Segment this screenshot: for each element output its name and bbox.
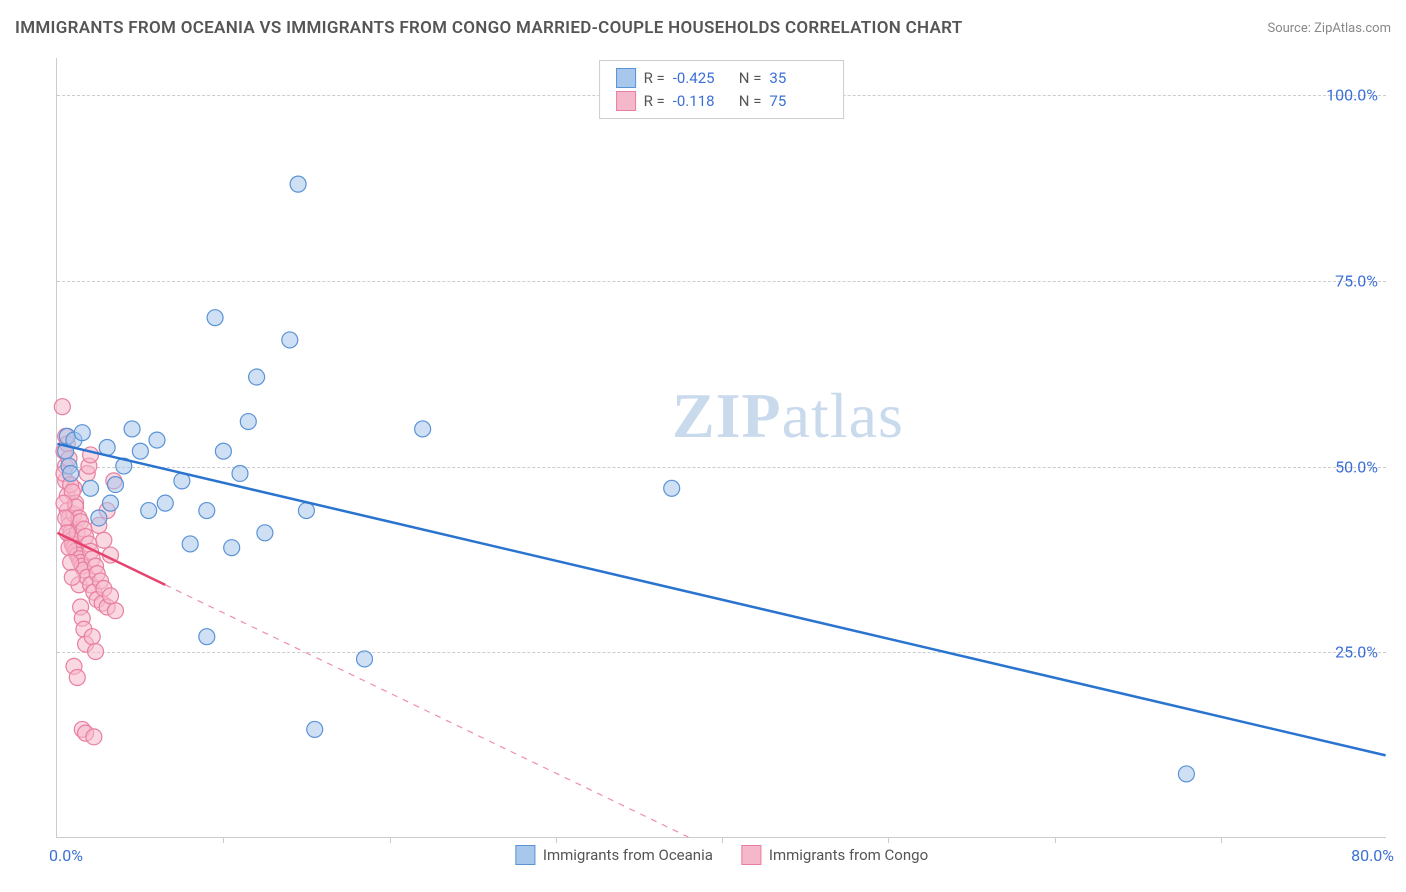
scatter-point-congo xyxy=(63,555,79,571)
scatter-point-oceania xyxy=(249,369,265,385)
source-citation: Source: ZipAtlas.com xyxy=(1267,21,1391,36)
scatter-point-oceania xyxy=(149,432,165,448)
scatter-point-oceania xyxy=(282,332,298,348)
scatter-point-oceania xyxy=(182,536,198,552)
x-axis-max-label: 80.0% xyxy=(1351,846,1394,865)
scatter-point-congo xyxy=(54,399,70,415)
scatter-point-oceania xyxy=(298,503,314,519)
legend-label-oceania: Immigrants from Oceania xyxy=(543,846,713,864)
chart-title: IMMIGRANTS FROM OCEANIA VS IMMIGRANTS FR… xyxy=(15,18,962,38)
x-tick-mark xyxy=(888,837,889,843)
scatter-point-congo xyxy=(84,629,100,645)
scatter-point-oceania xyxy=(207,310,223,326)
scatter-point-oceania xyxy=(215,443,231,459)
bottom-legend: Immigrants from Oceania Immigrants from … xyxy=(515,845,928,865)
legend-swatch-oceania xyxy=(515,845,535,865)
scatter-point-oceania xyxy=(63,465,79,481)
x-tick-mark xyxy=(1055,837,1056,843)
scatter-point-oceania xyxy=(124,421,140,437)
scatter-point-oceania xyxy=(290,176,306,192)
scatter-point-oceania xyxy=(91,510,107,526)
scatter-point-congo xyxy=(102,588,118,604)
regression-line-oceania xyxy=(57,444,1385,756)
scatter-point-congo xyxy=(86,729,102,745)
scatter-point-oceania xyxy=(74,425,90,441)
scatter-point-oceania xyxy=(415,421,431,437)
scatter-point-congo xyxy=(58,510,74,526)
scatter-point-oceania xyxy=(307,721,323,737)
scatter-point-congo xyxy=(56,495,72,511)
header-row: IMMIGRANTS FROM OCEANIA VS IMMIGRANTS FR… xyxy=(15,18,1391,38)
scatter-point-oceania xyxy=(157,495,173,511)
scatter-point-oceania xyxy=(232,465,248,481)
scatter-point-oceania xyxy=(141,503,157,519)
x-tick-mark xyxy=(223,837,224,843)
scatter-point-congo xyxy=(88,644,104,660)
source-link[interactable]: ZipAtlas.com xyxy=(1314,21,1391,36)
scatter-point-oceania xyxy=(1178,766,1194,782)
x-tick-mark xyxy=(556,837,557,843)
x-axis-min-label: 0.0% xyxy=(49,846,83,865)
scatter-point-oceania xyxy=(83,480,99,496)
legend-item-oceania: Immigrants from Oceania xyxy=(515,845,713,865)
scatter-point-oceania xyxy=(199,629,215,645)
scatter-point-oceania xyxy=(199,503,215,519)
scatter-point-congo xyxy=(69,670,85,686)
scatter-point-oceania xyxy=(102,495,118,511)
scatter-point-congo xyxy=(64,569,80,585)
scatter-point-oceania xyxy=(357,651,373,667)
legend-label-congo: Immigrants from Congo xyxy=(769,846,928,864)
scatter-point-oceania xyxy=(240,414,256,430)
scatter-point-oceania xyxy=(664,480,680,496)
legend-swatch-congo xyxy=(741,845,761,865)
scatter-point-congo xyxy=(96,532,112,548)
regression-line-dashed-congo xyxy=(165,585,688,837)
scatter-svg xyxy=(57,58,1386,837)
x-tick-mark xyxy=(390,837,391,843)
scatter-point-oceania xyxy=(132,443,148,459)
x-tick-mark xyxy=(722,837,723,843)
scatter-point-congo xyxy=(107,603,123,619)
chart-plot-area: 25.0%50.0%75.0%100.0% R = -0.425 N = 35 … xyxy=(56,58,1386,838)
x-tick-mark xyxy=(1221,837,1222,843)
scatter-point-oceania xyxy=(107,477,123,493)
scatter-point-oceania xyxy=(224,540,240,556)
source-prefix: Source: xyxy=(1267,21,1314,36)
legend-item-congo: Immigrants from Congo xyxy=(741,845,928,865)
scatter-point-oceania xyxy=(257,525,273,541)
